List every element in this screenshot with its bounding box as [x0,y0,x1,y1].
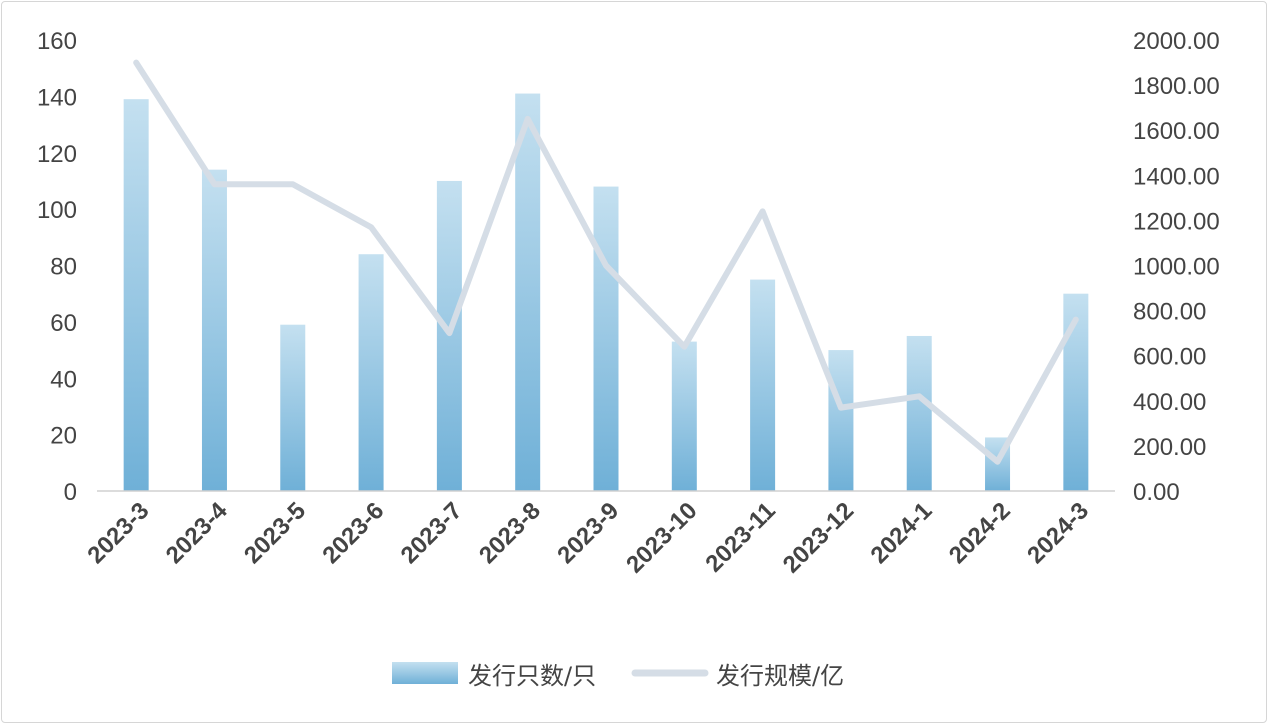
bar-2023-4 [201,169,227,491]
right-tick-label: 1200.00 [1133,208,1220,235]
right-tick-label: 200.00 [1133,434,1206,461]
left-tick-label: 20 [50,423,77,450]
x-tick-label: 2023-7 [396,497,468,569]
x-tick-label: 2023-11 [700,497,780,577]
x-tick-label: 2023-5 [239,497,311,569]
bar-2023-10 [671,341,697,491]
x-tick-label: 2023-3 [82,497,154,569]
right-tick-label: 2000.00 [1133,28,1220,55]
bar-2023-8 [515,93,541,492]
bar-2023-12 [828,350,854,491]
right-tick-label: 1000.00 [1133,254,1220,281]
left-tick-label: 160 [37,28,77,55]
left-tick-label: 80 [50,254,77,281]
bar-2024-1 [906,335,932,491]
bar-2023-3 [123,99,149,491]
x-tick-label: 2023-4 [161,497,233,569]
bar-2023-11 [750,279,776,491]
x-tick-label: 2024-1 [866,497,938,569]
x-tick-label: 2023-10 [621,497,702,578]
legend-line-label: 发行规模/亿 [716,662,844,690]
right-axis: 0.00 200.00 400.00 600.00 800.00 1000.00 1200.… [1133,28,1220,506]
x-tick-label: 2023-9 [552,497,624,569]
legend-bar-swatch [392,662,458,684]
x-tick-label: 2023-6 [317,497,389,569]
right-tick-label: 1400.00 [1133,163,1220,190]
x-axis: 2023-3 2023-4 2023-5 2023-6 2023-7 2023-8 2023… [82,497,1094,579]
left-tick-label: 140 [37,84,77,111]
left-tick-label: 0 [64,479,77,506]
x-tick-label: 2024-3 [1022,497,1094,569]
right-tick-label: 400.00 [1133,389,1206,416]
legend: 发行只数/只 发行规模/亿 [392,662,844,690]
bar-series [123,93,1089,492]
bar-2023-6 [358,254,384,491]
legend-bar-label: 发行只数/只 [468,662,596,690]
right-tick-label: 1800.00 [1133,73,1220,100]
left-tick-label: 60 [50,310,77,337]
x-tick-label: 2023-12 [778,497,859,578]
bar-2023-5 [280,324,306,491]
bar-2024-3 [1063,293,1089,491]
left-tick-label: 100 [37,197,77,224]
x-tick-label: 2023-8 [474,497,546,569]
left-axis: 0 20 40 60 80 100 120 140 160 [37,28,77,506]
x-tick-label: 2024-2 [944,497,1016,569]
right-tick-label: 0.00 [1133,479,1180,506]
left-tick-label: 120 [37,141,77,168]
left-tick-label: 40 [50,366,77,393]
line-series [133,59,1079,465]
right-tick-label: 600.00 [1133,344,1206,371]
right-tick-label: 800.00 [1133,299,1206,326]
bar-2023-9 [593,186,619,491]
right-tick-label: 1600.00 [1133,118,1220,145]
